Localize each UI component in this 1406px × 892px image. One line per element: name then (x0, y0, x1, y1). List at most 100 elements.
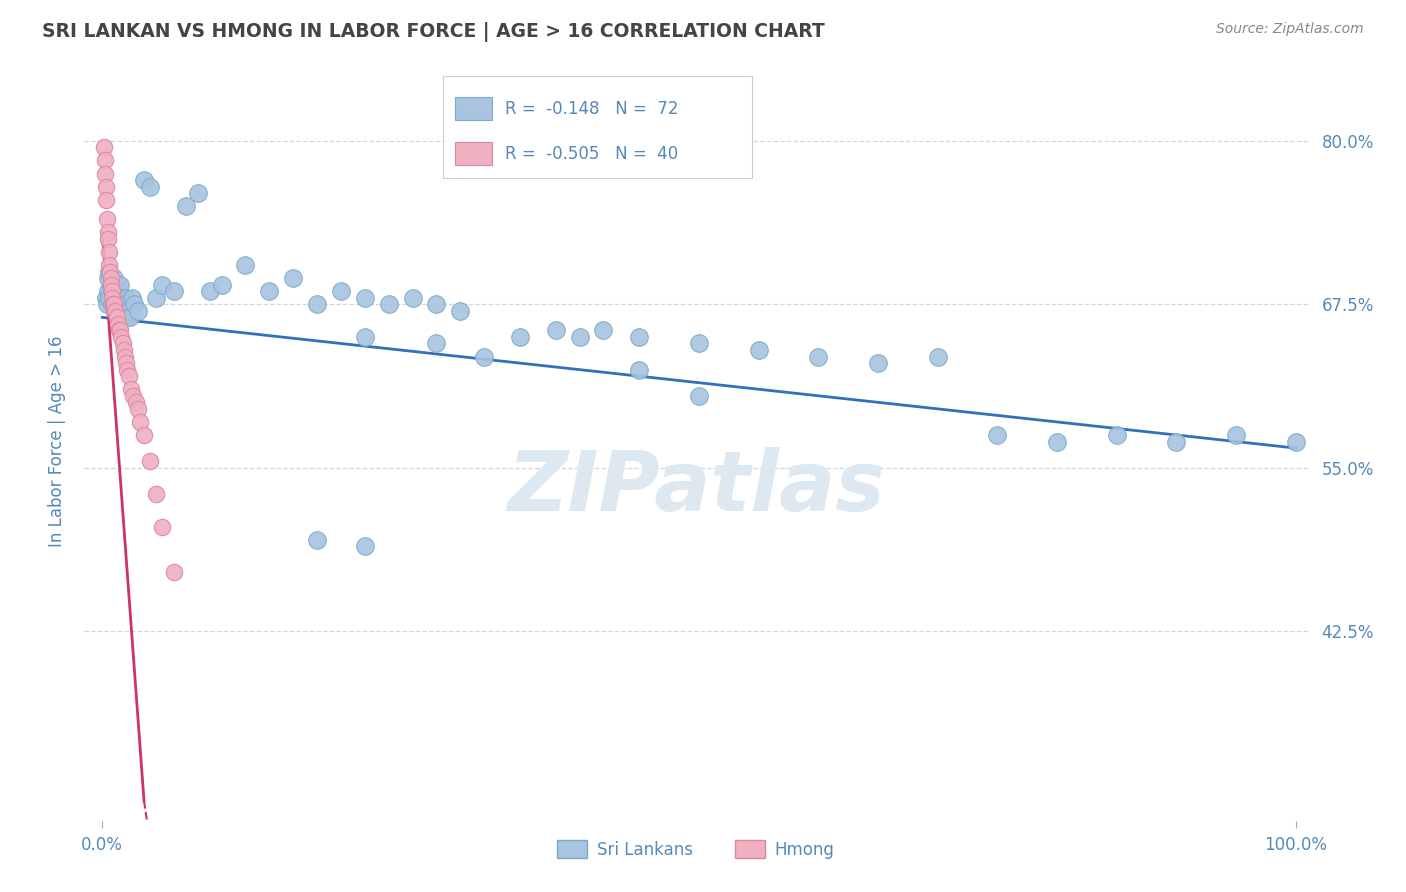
Point (105, 277, 128, 292)
Point (1046, 434, 1069, 449)
Point (104, 297, 127, 311)
Point (97, 232, 120, 246)
Point (628, 330, 651, 344)
Point (101, 297, 124, 311)
Point (127, 401, 149, 416)
Point (105, 310, 128, 325)
Point (866, 356, 889, 370)
Point (97, 284, 120, 298)
Point (118, 310, 141, 325)
Point (108, 277, 131, 292)
Point (114, 350, 136, 364)
Point (353, 539, 375, 553)
Point (103, 297, 125, 311)
Point (103, 271, 125, 285)
Point (94, 179, 117, 194)
Legend: Sri Lankans, Hmong: Sri Lankans, Hmong (551, 833, 841, 865)
Point (124, 395, 146, 409)
Point (329, 284, 352, 298)
Point (449, 303, 471, 318)
Point (117, 369, 139, 384)
Point (104, 303, 127, 318)
Point (174, 199, 197, 213)
Point (93, 140, 115, 154)
Point (105, 291, 128, 305)
Point (927, 350, 949, 364)
Point (111, 297, 134, 311)
Point (544, 323, 567, 337)
Point (129, 415, 152, 429)
Point (117, 362, 139, 376)
Point (353, 330, 375, 344)
Point (187, 186, 209, 201)
Point (101, 291, 124, 305)
Point (97, 244, 120, 259)
Point (103, 291, 125, 305)
Point (108, 323, 131, 337)
Point (986, 428, 1008, 442)
Point (100, 277, 122, 292)
Point (98, 264, 121, 278)
Point (139, 179, 162, 194)
Point (103, 303, 125, 318)
Point (122, 389, 145, 403)
Point (98, 291, 121, 305)
Point (259, 284, 281, 298)
Point (688, 389, 710, 403)
Point (283, 271, 305, 285)
Point (120, 382, 142, 396)
Text: Source: ZipAtlas.com: Source: ZipAtlas.com (1216, 22, 1364, 37)
Point (100, 277, 122, 292)
Point (132, 428, 155, 442)
Point (425, 336, 447, 351)
Point (108, 297, 131, 311)
Point (108, 323, 131, 337)
Point (509, 330, 531, 344)
Point (425, 297, 447, 311)
Point (198, 284, 221, 298)
Point (110, 291, 132, 305)
Point (235, 258, 257, 272)
Point (100, 271, 122, 285)
Point (748, 343, 770, 357)
Point (150, 519, 173, 533)
Point (688, 336, 710, 351)
Point (97, 226, 120, 240)
Point (107, 317, 129, 331)
Point (307, 533, 329, 547)
Point (98, 264, 121, 278)
Point (117, 310, 139, 325)
Point (101, 284, 124, 298)
Point (145, 487, 167, 501)
Point (139, 454, 162, 468)
Point (628, 362, 651, 376)
Point (150, 277, 173, 292)
Point (353, 291, 375, 305)
Text: R =  -0.505   N =  40: R = -0.505 N = 40 (505, 145, 678, 162)
Point (377, 297, 399, 311)
Point (1225, 428, 1247, 442)
Point (111, 336, 134, 351)
Point (96, 193, 118, 207)
Y-axis label: In Labor Force | Age > 16: In Labor Force | Age > 16 (48, 335, 66, 548)
Point (96, 212, 118, 227)
Point (115, 297, 138, 311)
Point (115, 356, 138, 370)
Point (132, 173, 155, 187)
Point (307, 297, 329, 311)
Point (112, 303, 135, 318)
Point (1166, 434, 1188, 449)
Point (472, 350, 495, 364)
Point (96, 297, 118, 311)
Point (101, 284, 124, 298)
Text: SRI LANKAN VS HMONG IN LABOR FORCE | AGE > 16 CORRELATION CHART: SRI LANKAN VS HMONG IN LABOR FORCE | AGE… (42, 22, 825, 42)
Point (101, 297, 124, 311)
Point (807, 350, 830, 364)
Point (117, 303, 139, 318)
Bar (456, 143, 492, 165)
Point (94, 291, 117, 305)
Point (401, 291, 423, 305)
Point (108, 284, 131, 298)
Point (101, 277, 124, 292)
Point (114, 291, 136, 305)
